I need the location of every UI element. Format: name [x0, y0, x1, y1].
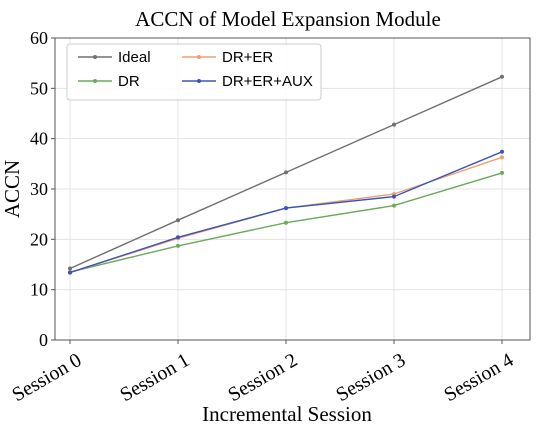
data-point [68, 266, 72, 271]
data-point [176, 218, 180, 223]
legend-marker [197, 55, 201, 59]
x-tick-label: Session 1 [116, 349, 193, 406]
y-tick-label: 10 [30, 280, 48, 300]
legend-box [66, 43, 322, 101]
data-point [392, 122, 396, 127]
y-tick-label: 0 [39, 330, 48, 350]
data-point [284, 206, 288, 211]
data-point [500, 170, 504, 175]
data-point [176, 243, 180, 248]
y-tick-label: 60 [30, 28, 48, 48]
x-axis: Session 0 Session 1 Session 2 Session 3 Sess… [8, 340, 517, 406]
series-lines [68, 74, 504, 275]
y-axis-label: ACCN [0, 160, 24, 218]
data-point [500, 149, 504, 154]
data-point [500, 155, 504, 160]
data-point [176, 235, 180, 240]
y-tick-label: 40 [30, 129, 48, 149]
x-tick-label: Session 2 [224, 349, 301, 406]
legend-marker [197, 79, 201, 83]
legend-marker [93, 79, 97, 83]
data-point [392, 194, 396, 199]
y-axis: 0 10 20 30 40 50 60 [30, 28, 55, 350]
legend-label: DR+ER+AUX [222, 73, 313, 90]
legend-label: DR+ER [222, 49, 273, 66]
data-point [68, 270, 72, 275]
chart-title: ACCN of Model Expansion Module [135, 7, 441, 31]
legend-label: Ideal [118, 49, 151, 66]
x-axis-label: Incremental Session [202, 402, 372, 426]
y-tick-label: 30 [30, 179, 48, 199]
y-tick-label: 50 [30, 78, 48, 98]
x-tick-label: Session 3 [332, 349, 409, 406]
legend: Ideal DR DR+ER DR+ER+AUX [66, 43, 322, 101]
data-point [284, 170, 288, 175]
y-tick-label: 20 [30, 229, 48, 249]
legend-label: DR [118, 73, 140, 90]
data-point [500, 74, 504, 79]
x-tick-label: Session 4 [440, 349, 517, 406]
data-point [284, 220, 288, 225]
data-point [392, 203, 396, 208]
x-tick-label: Session 0 [8, 349, 85, 406]
legend-marker [93, 55, 97, 59]
